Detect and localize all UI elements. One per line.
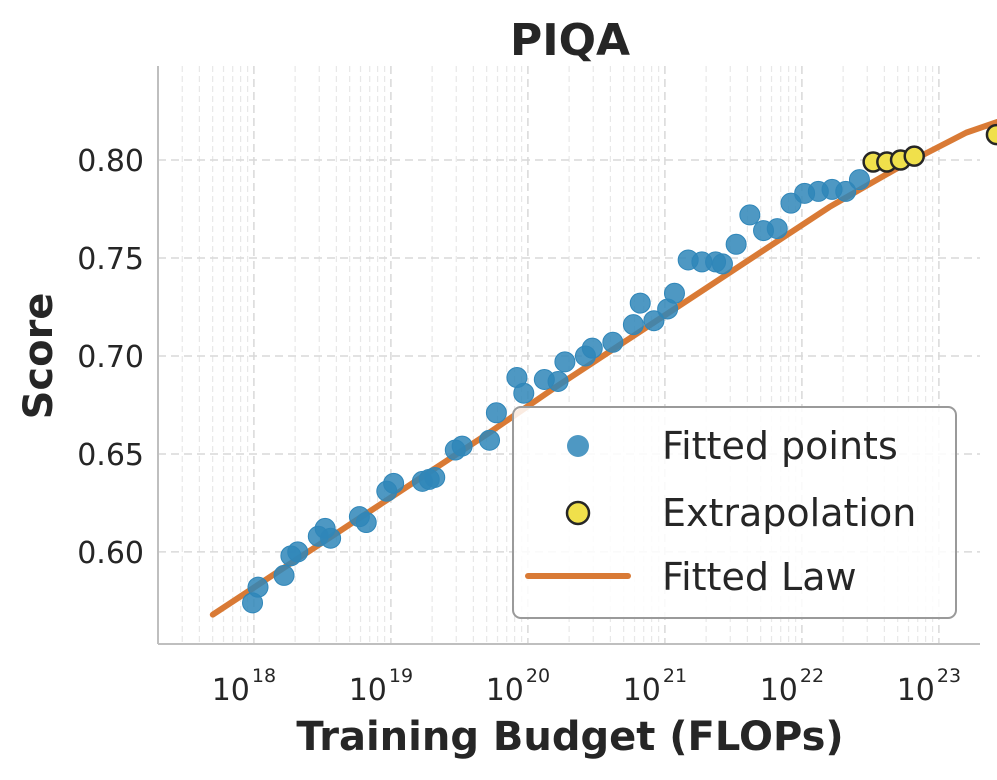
fitted-points-series xyxy=(242,169,870,614)
x-tick-base: 10 xyxy=(623,673,661,708)
fitted-point xyxy=(547,370,569,392)
legend-label-extrapolation: Extrapolation xyxy=(662,491,916,535)
x-tick-exponent: 19 xyxy=(389,665,413,687)
y-axis-label: Score xyxy=(16,293,62,420)
x-tick-label: 10 22 xyxy=(760,665,824,708)
x-tick-exponent: 21 xyxy=(663,665,687,687)
axes xyxy=(157,66,980,645)
x-tick-base: 10 xyxy=(349,673,387,708)
fitted-point xyxy=(479,429,501,451)
x-tick-label: 10 21 xyxy=(623,665,687,708)
fitted-point xyxy=(355,512,377,534)
x-tick-exponent: 23 xyxy=(937,665,961,687)
fitted-point xyxy=(485,402,507,424)
x-tick-base: 10 xyxy=(486,673,524,708)
y-tick-label: 0.60 xyxy=(77,536,144,571)
fitted-point xyxy=(739,204,761,226)
legend-label-law: Fitted Law xyxy=(662,555,857,599)
fitted-point xyxy=(766,218,788,240)
y-tick-label: 0.70 xyxy=(77,340,144,375)
fitted-point xyxy=(629,292,651,314)
fitted-point xyxy=(643,310,665,332)
legend-marker-fitted xyxy=(567,435,589,457)
y-tick-label: 0.75 xyxy=(77,242,144,277)
y-tick-label: 0.80 xyxy=(77,144,144,179)
fitted-point xyxy=(835,180,857,202)
fitted-point xyxy=(602,331,624,353)
fitted-point xyxy=(424,466,446,488)
fitted-point xyxy=(383,472,405,494)
x-tick-base: 10 xyxy=(897,673,935,708)
chart-title: PIQA xyxy=(510,15,630,66)
fitted-point xyxy=(273,564,295,586)
x-axis-label: Training Budget (FLOPs) xyxy=(296,714,843,760)
extrapolation-point xyxy=(985,123,997,146)
fitted-point xyxy=(622,314,644,336)
y-tick-label: 0.65 xyxy=(77,438,144,473)
x-tick-exponent: 20 xyxy=(526,665,550,687)
x-tick-label: 10 18 xyxy=(212,665,276,708)
x-tick-base: 10 xyxy=(212,673,250,708)
legend-marker-extrapolation xyxy=(565,500,591,526)
legend-label-fitted: Fitted points xyxy=(662,424,898,468)
fitted-point xyxy=(848,169,870,191)
extrapolation-point xyxy=(903,145,925,167)
x-tick-label: 10 20 xyxy=(486,665,550,708)
x-tick-labels: 10 18 10 19 10 20 10 21 10 22 10 23 xyxy=(212,665,961,708)
legend: Fitted points Extrapolation Fitted Law xyxy=(512,406,957,619)
x-tick-base: 10 xyxy=(760,673,798,708)
fitted-point xyxy=(581,337,603,359)
x-tick-exponent: 18 xyxy=(252,665,276,687)
y-tick-labels: 0.60 0.65 0.70 0.75 0.80 xyxy=(77,144,144,571)
fitted-point xyxy=(725,233,747,255)
fitted-point xyxy=(513,382,535,404)
fitted-point xyxy=(711,253,733,275)
fitted-point xyxy=(451,435,473,457)
fitted-point xyxy=(247,576,269,598)
fitted-point xyxy=(320,527,342,549)
fitted-point xyxy=(663,282,685,304)
fitted-point xyxy=(287,541,309,563)
fitted-point xyxy=(554,351,576,373)
x-tick-label: 10 23 xyxy=(897,665,961,708)
legend-frame xyxy=(512,406,957,619)
x-tick-label: 10 19 xyxy=(349,665,413,708)
extrapolation-series xyxy=(862,123,997,173)
x-tick-exponent: 22 xyxy=(800,665,824,687)
